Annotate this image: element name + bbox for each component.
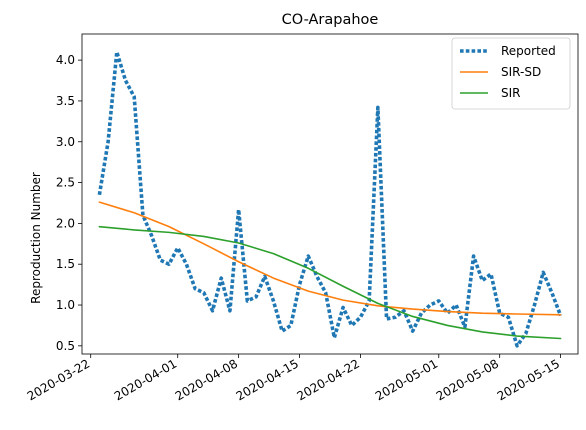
chart-title: CO-Arapahoe	[282, 12, 379, 28]
x-tick-label: 2020-05-01	[373, 356, 440, 403]
y-tick-label: 0.5	[56, 339, 75, 353]
x-tick-label: 2020-05-15	[495, 356, 562, 403]
y-axis: 0.5 1.0 1.5 2.0 2.5 3.0 3.5 4.0	[56, 53, 82, 353]
x-tick-label: 2020-04-22	[295, 356, 362, 403]
plot-frame	[81, 33, 579, 355]
y-tick-label: 2.5	[56, 176, 75, 190]
x-tick-label: 2020-05-08	[434, 356, 501, 403]
plot-area	[81, 33, 579, 355]
y-tick-label: 1.0	[56, 298, 75, 312]
legend: Reported SIR-SD SIR	[451, 37, 571, 110]
x-tick-label: 2020-04-08	[173, 356, 240, 403]
y-tick-label: 3.5	[56, 94, 75, 108]
legend-items: Reported SIR-SD SIR	[460, 44, 556, 100]
legend-label: SIR	[501, 86, 521, 100]
legend-label: Reported	[501, 44, 556, 58]
series-line-reported	[97, 50, 563, 348]
series-line-sir-sd	[98, 201, 562, 316]
series-layer	[97, 50, 563, 348]
x-tick-label: 2020-04-01	[112, 356, 179, 403]
x-axis: 2020-03-22 2020-04-012020-04-082020-04-15…	[25, 354, 562, 403]
legend-label: SIR-SD	[501, 65, 541, 79]
x-tick-label: 2020-03-22	[25, 356, 92, 403]
series-line-sir	[98, 225, 562, 340]
y-tick-label: 1.5	[56, 257, 75, 271]
y-axis-label: Reproduction Number	[29, 172, 43, 304]
y-tick-label: 3.0	[56, 135, 75, 149]
legend-box	[451, 37, 571, 110]
x-tick-label: 2020-04-15	[234, 356, 301, 403]
y-tick-label: 4.0	[56, 53, 75, 67]
y-tick-label: 2.0	[56, 216, 75, 230]
